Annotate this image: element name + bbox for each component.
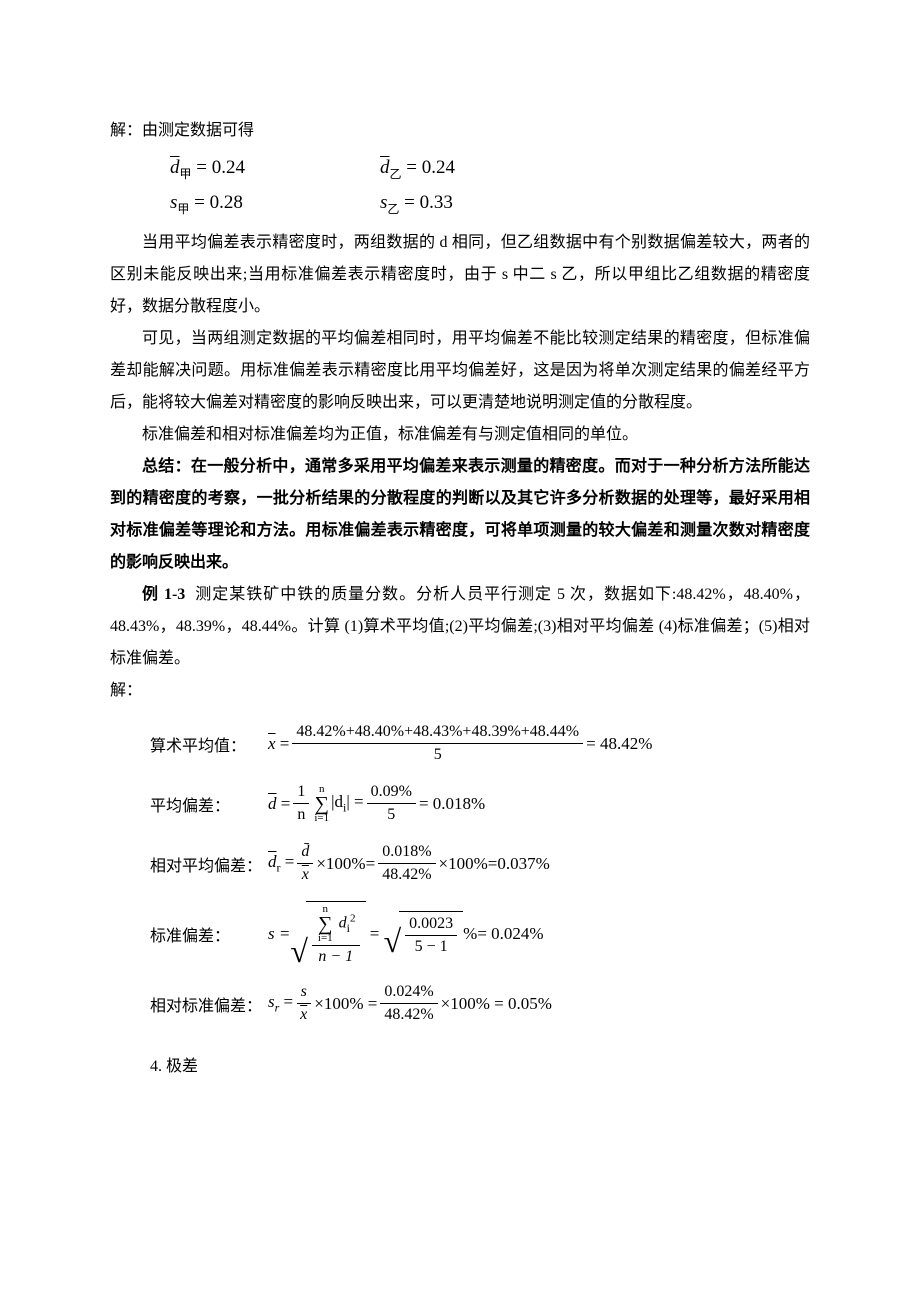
paragraph-1: 当用平均偏差表示精密度时，两组数据的 d 相同，但乙组数据中有个别数据偏差较大，… (110, 227, 810, 323)
summary-paragraph: 总结：在一般分析中，通常多采用平均偏差来表示测量的精密度。而对于一种分析方法所能… (110, 451, 810, 579)
calc-mean-result: = 48.42% (586, 734, 652, 754)
calc-mean-label: 算术平均值： (150, 732, 268, 756)
eq1-right: d乙 = 0.24 (380, 157, 590, 182)
calc-stddev-result: = 0.024% (477, 924, 543, 944)
paragraph-3: 标准偏差和相对标准偏差均为正值，标准偏差有与测定值相同的单位。 (110, 419, 810, 451)
example-head: 例 1-3 (142, 586, 185, 603)
sqrt-2: √ 0.00235 − 1 (384, 911, 464, 957)
calc-relstddev: 相对标准偏差： sr = sx ×100% = 0.024%48.42% ×10… (150, 981, 810, 1027)
calc-avgdev-label: 平均偏差： (150, 792, 268, 816)
sum-icon: n∑i=1 (314, 784, 329, 824)
equation-row-1: d甲 = 0.24 d乙 = 0.24 (170, 157, 810, 182)
paragraph-2: 可见，当两组测定数据的平均偏差相同时，用平均偏差不能比较测定结果的精密度，但标准… (110, 323, 810, 419)
sqrt-1: √ n∑i=1 di2 n − 1 (290, 901, 365, 967)
example-body: 测定某铁矿中铁的质量分数。分析人员平行测定 5 次，数据如下:48.42%，48… (110, 586, 810, 667)
calc-relavgdev-label: 相对平均偏差： (150, 852, 268, 876)
calc-relstddev-result: ×100% = 0.05% (441, 994, 552, 1014)
calc-mean-frac: 48.42%+48.40%+48.43%+48.39%+48.44% 5 (292, 722, 583, 765)
calc-stddev: 标准偏差： s = √ n∑i=1 di2 n − 1 = √ (150, 901, 810, 967)
range-line: 4. 极差 (150, 1041, 810, 1087)
calc-mean: 算术平均值： x = 48.42%+48.40%+48.43%+48.39%+4… (150, 721, 810, 767)
eq1-left: d甲 = 0.24 (170, 157, 380, 182)
intro-line: 解：由测定数据可得 (110, 115, 810, 147)
eq2-right: s乙 = 0.33 (380, 192, 590, 217)
equation-row-2: s甲 = 0.28 s乙 = 0.33 (170, 192, 810, 217)
eq2-left: s甲 = 0.28 (170, 192, 380, 217)
calc-avgdev-result: = 0.018% (419, 794, 485, 814)
calc-relavgdev-result: ×100%=0.037% (439, 854, 550, 874)
example-paragraph: 例 1-3 测定某铁矿中铁的质量分数。分析人员平行测定 5 次，数据如下:48.… (110, 579, 810, 675)
calc-relstddev-label: 相对标准偏差： (150, 992, 268, 1016)
calc-stddev-label: 标准偏差： (150, 922, 268, 946)
document-page: 解：由测定数据可得 d甲 = 0.24 d乙 = 0.24 s甲 = 0.28 … (0, 0, 920, 1302)
calc-avgdev: 平均偏差： d = 1n n∑i=1 |di| = 0.09%5 = 0.018… (150, 781, 810, 827)
calc-relavgdev: 相对平均偏差： dr = d̄x ×100%= 0.018%48.42% ×10… (150, 841, 810, 887)
solve-label: 解： (110, 675, 810, 707)
calculations: 算术平均值： x = 48.42%+48.40%+48.43%+48.39%+4… (110, 721, 810, 1087)
